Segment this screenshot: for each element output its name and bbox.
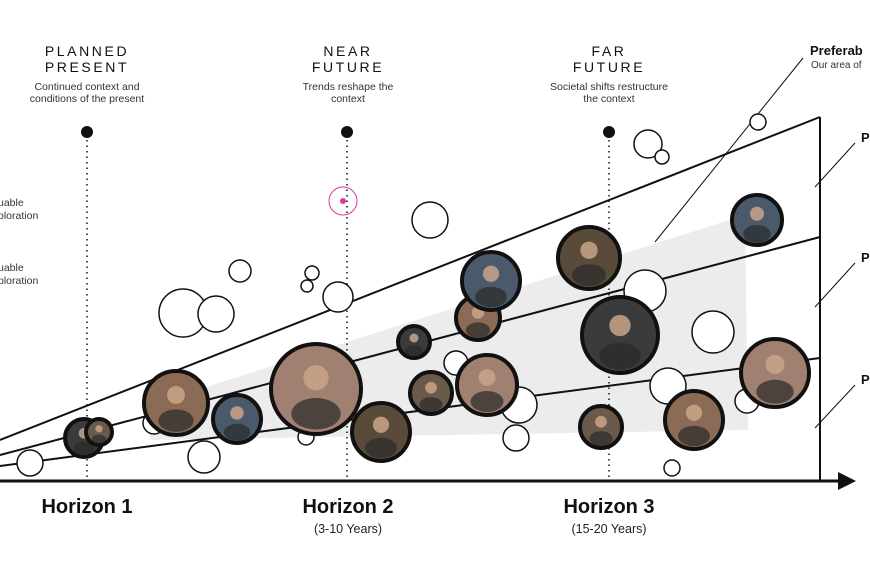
photo-body — [465, 322, 491, 338]
circle-node — [16, 449, 44, 477]
horizon-3: Horizon 3 (15-20 Years) — [539, 496, 679, 536]
horizon-label: Horizon 2 — [302, 496, 394, 518]
circle-node — [663, 459, 681, 477]
highlight-dot — [340, 198, 346, 204]
era-far-future: FAR FUTURE Societal shifts restructure t… — [529, 43, 689, 105]
era-subtitle: Trends reshape the context — [302, 81, 394, 106]
photo-body — [291, 398, 341, 430]
horizon-2: Horizon 2 (3-10 Years) — [278, 496, 418, 536]
preferable-sublabel: Our area of — [811, 60, 862, 71]
circle-node — [228, 259, 252, 283]
era-title: NEAR FUTURE — [311, 43, 385, 76]
right-label-p1: P — [861, 130, 870, 145]
photo-face — [685, 404, 703, 421]
circle-node — [304, 265, 320, 281]
photo-face — [230, 406, 244, 420]
circle-node — [411, 201, 449, 239]
photo-face — [750, 206, 764, 221]
photo-face — [409, 333, 419, 343]
photo-body — [91, 434, 107, 444]
era-subtitle: Societal shifts restructure the context — [550, 81, 668, 106]
photo-body — [599, 342, 641, 370]
p1-callout-line — [814, 142, 856, 188]
circle-node — [502, 424, 530, 452]
horizon-label: Horizon 1 — [41, 496, 133, 518]
preferable-callout-line — [654, 57, 804, 243]
circle-node — [187, 440, 221, 474]
photo-body — [589, 431, 613, 446]
circle-node — [197, 295, 235, 333]
photo-face — [580, 241, 598, 259]
photo-body — [470, 391, 504, 412]
left-note-1: uable ploration — [0, 197, 39, 223]
photo-body — [158, 409, 194, 432]
photo-body — [475, 286, 507, 308]
right-label-p3: P — [861, 372, 870, 387]
era-near-future: NEAR FUTURE Trends reshape the context — [273, 43, 423, 105]
circle-node — [691, 310, 735, 354]
photo-body — [756, 379, 794, 404]
era-planned-present: PLANNED PRESENT Continued context and co… — [12, 43, 162, 105]
era-marker-dot — [341, 126, 353, 138]
cone-upper-line — [0, 116, 821, 441]
era-title: FAR FUTURE — [572, 43, 646, 76]
photo-body — [419, 397, 443, 412]
era-marker-dot — [603, 126, 615, 138]
horizon-1: Horizon 1 — [17, 496, 157, 522]
circle-node — [749, 113, 767, 131]
photo-face — [425, 381, 437, 394]
photo-face — [482, 265, 500, 282]
horizon-years: (3-10 Years) — [313, 522, 383, 536]
p2-callout-line — [814, 262, 856, 308]
circle-node — [633, 129, 663, 159]
preferable-label: Preferab — [810, 43, 863, 58]
era-subtitle: Continued context and conditions of the … — [29, 81, 145, 106]
photo-face — [95, 425, 103, 433]
photo-body — [223, 423, 251, 441]
photo-face — [595, 415, 607, 428]
era-marker-dot — [81, 126, 93, 138]
circle-node — [322, 281, 354, 313]
photo-face — [372, 416, 390, 433]
photo-face — [765, 354, 785, 375]
photo-face — [478, 369, 496, 386]
photo-body — [743, 225, 771, 243]
photo-body — [365, 437, 397, 459]
photo-face — [167, 386, 185, 404]
photo-body — [678, 425, 710, 447]
photo-body — [571, 264, 607, 286]
photo-body — [405, 345, 423, 357]
circle-node — [654, 149, 670, 165]
photo-face — [303, 365, 329, 391]
circle-node — [300, 279, 314, 293]
left-note-2: uable ploration — [0, 262, 39, 288]
horizon-label: Horizon 3 — [563, 496, 655, 518]
horizon-years: (15-20 Years) — [571, 522, 647, 536]
timeline-arrow-icon — [838, 472, 856, 490]
highlight-ring — [328, 186, 358, 216]
photo-face — [609, 314, 631, 337]
p3-callout-line — [814, 384, 856, 429]
era-title: PLANNED PRESENT — [44, 43, 130, 76]
right-label-p2: P — [861, 250, 870, 265]
photo-body — [73, 441, 95, 456]
